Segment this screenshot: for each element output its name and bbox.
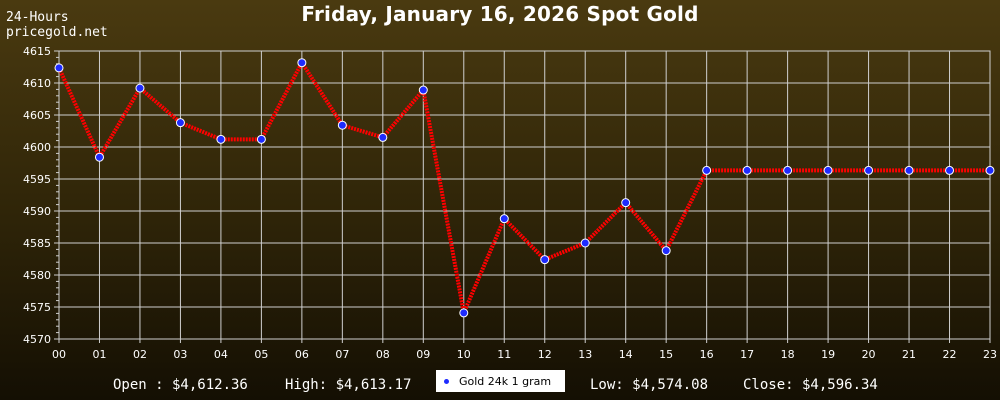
data-point <box>985 165 995 175</box>
x-tick-label: 06 <box>295 348 309 361</box>
data-point <box>499 214 509 224</box>
data-point <box>337 120 347 130</box>
x-tick-label: 02 <box>133 348 147 361</box>
x-tick-label: 03 <box>173 348 187 361</box>
x-tick-label: 12 <box>538 348 552 361</box>
site-label: pricegold.net <box>6 25 108 40</box>
data-point <box>904 165 914 175</box>
series-points <box>54 58 995 318</box>
data-point <box>94 152 104 162</box>
data-point <box>418 85 428 95</box>
data-point <box>135 83 145 93</box>
x-tick-label: 17 <box>740 348 754 361</box>
y-tick-label: 4570 <box>23 333 51 346</box>
x-tick-label: 21 <box>902 348 916 361</box>
legend: Gold 24k 1 gram <box>436 370 565 392</box>
x-tick-label: 22 <box>943 348 957 361</box>
x-tick-label: 14 <box>619 348 633 361</box>
x-tick-label: 00 <box>52 348 66 361</box>
x-axis-ticks: 00 01 02 03 04 05 06 07 08 09 10 11 12 13 14 15 16 17 18 19… <box>52 339 997 361</box>
plot-border <box>58 50 991 340</box>
data-point <box>540 255 550 265</box>
y-tick-label: 4580 <box>23 269 51 282</box>
data-point <box>459 308 469 318</box>
period-label: 24-Hours <box>6 10 69 25</box>
y-tick-label: 4600 <box>23 141 51 154</box>
data-point <box>378 132 388 142</box>
chart-title: Friday, January 16, 2026 Spot Gold <box>301 2 699 26</box>
y-tick-label: 4585 <box>23 237 51 250</box>
data-point <box>702 165 712 175</box>
data-point <box>580 238 590 248</box>
y-tick-label: 4590 <box>23 205 51 218</box>
x-tick-label: 10 <box>457 348 471 361</box>
data-point <box>742 165 752 175</box>
y-tick-label: 4610 <box>23 77 51 90</box>
high-price: High: $4,613.17 <box>285 377 412 393</box>
data-point <box>256 134 266 144</box>
y-tick-label: 4595 <box>23 173 51 186</box>
x-tick-label: 11 <box>497 348 511 361</box>
data-point <box>945 165 955 175</box>
corner-labels: 24-Hours pricegold.net <box>6 10 108 40</box>
x-tick-label: 07 <box>335 348 349 361</box>
x-tick-label: 15 <box>659 348 673 361</box>
x-tick-label: 19 <box>821 348 835 361</box>
x-tick-label: 20 <box>862 348 876 361</box>
legend-marker <box>444 378 449 384</box>
grid-lines <box>58 50 991 340</box>
x-tick-label: 01 <box>92 348 106 361</box>
y-tick-label: 4615 <box>23 45 51 58</box>
x-tick-label: 04 <box>214 348 228 361</box>
legend-label: Gold 24k 1 gram <box>459 374 552 388</box>
close-price: Close: $4,596.34 <box>743 377 878 393</box>
x-tick-label: 23 <box>983 348 997 361</box>
data-point <box>823 165 833 175</box>
low-price: Low: $4,574.08 <box>590 377 709 393</box>
x-tick-label: 13 <box>578 348 592 361</box>
series-line <box>57 60 990 315</box>
x-tick-label: 16 <box>700 348 714 361</box>
x-tick-label: 18 <box>781 348 795 361</box>
x-tick-label: 09 <box>416 348 430 361</box>
data-point <box>216 134 226 144</box>
x-tick-label: 08 <box>376 348 390 361</box>
y-tick-label: 4605 <box>23 109 51 122</box>
data-point <box>175 118 185 128</box>
data-point <box>297 58 307 68</box>
data-point <box>864 165 874 175</box>
x-tick-label: 05 <box>254 348 268 361</box>
series-line-path <box>57 60 990 315</box>
data-point <box>661 246 671 256</box>
data-point <box>783 165 793 175</box>
y-tick-label: 4575 <box>23 301 51 314</box>
open-price: Open : $4,612.36 <box>113 377 248 393</box>
data-point <box>621 198 631 208</box>
data-point <box>54 63 64 73</box>
y-axis-ticks: 4570 4575 4580 4585 4590 4595 4600 4605 4610 4615 <box>23 45 59 346</box>
